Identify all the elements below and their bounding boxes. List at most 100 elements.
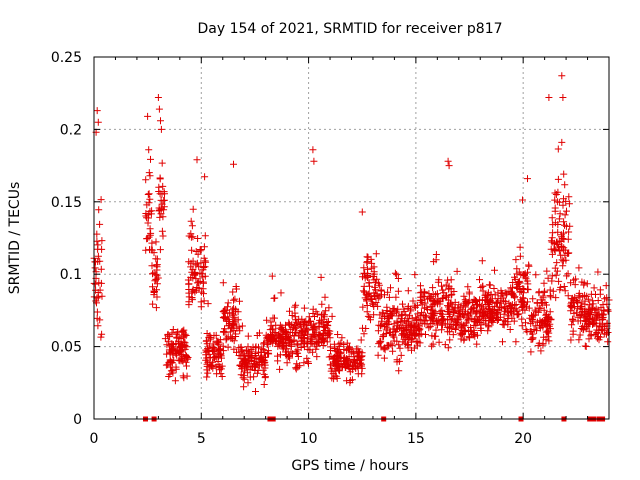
data-point xyxy=(283,359,291,367)
data-point xyxy=(97,265,105,273)
data-point xyxy=(367,255,375,263)
data-point xyxy=(193,259,201,267)
data-point xyxy=(197,303,205,311)
data-point xyxy=(420,316,428,324)
data-point xyxy=(244,379,252,387)
data-point xyxy=(94,258,102,265)
data-point xyxy=(355,352,363,360)
data-point xyxy=(572,297,580,304)
data-point xyxy=(309,348,317,356)
data-point xyxy=(183,353,191,360)
data-point xyxy=(363,253,371,261)
data-point xyxy=(146,172,154,180)
data-point-peak xyxy=(155,105,163,113)
data-point xyxy=(512,256,520,264)
data-point xyxy=(262,331,270,339)
data-point xyxy=(473,340,481,348)
data-point xyxy=(220,314,228,322)
data-point xyxy=(363,308,371,316)
data-point xyxy=(196,246,204,253)
data-point xyxy=(565,228,573,236)
data-point xyxy=(494,307,502,315)
data-point xyxy=(95,206,103,214)
data-point xyxy=(207,361,215,369)
data-point xyxy=(470,322,478,330)
data-point xyxy=(93,308,101,316)
data-point xyxy=(464,283,472,291)
data-point xyxy=(585,310,592,318)
y-tick-label: 0.2 xyxy=(60,122,82,138)
data-point xyxy=(422,331,429,338)
data-point xyxy=(604,338,612,346)
data-point-peak xyxy=(558,72,566,80)
data-point xyxy=(487,308,495,315)
data-point xyxy=(154,274,162,282)
data-point xyxy=(584,318,592,325)
data-point xyxy=(165,346,173,354)
data-point xyxy=(317,318,325,326)
data-point xyxy=(470,303,478,311)
data-point xyxy=(284,348,292,356)
data-point xyxy=(509,279,517,286)
data-point xyxy=(307,339,315,347)
data-point xyxy=(247,346,255,353)
data-point xyxy=(557,233,565,241)
data-point xyxy=(200,243,208,251)
data-point xyxy=(91,280,99,288)
data-point xyxy=(158,227,166,235)
data-point xyxy=(497,313,504,321)
data-point xyxy=(363,302,371,309)
data-point xyxy=(404,287,412,295)
data-point xyxy=(583,280,591,288)
data-point xyxy=(385,342,393,350)
data-point xyxy=(540,279,548,287)
data-point xyxy=(143,214,151,222)
data-point xyxy=(447,291,455,299)
data-point xyxy=(229,322,237,330)
data-point xyxy=(385,329,393,337)
data-point xyxy=(184,276,192,284)
data-point xyxy=(576,331,584,339)
data-point xyxy=(508,301,516,309)
data-point xyxy=(93,237,101,245)
data-point xyxy=(521,306,529,314)
data-point xyxy=(569,327,577,335)
data-point xyxy=(497,297,505,305)
data-point xyxy=(333,374,341,382)
data-point xyxy=(231,295,239,303)
data-point xyxy=(527,348,535,356)
data-point xyxy=(376,293,384,301)
data-point xyxy=(156,246,164,254)
data-point xyxy=(597,304,605,312)
data-point xyxy=(379,309,387,317)
data-point xyxy=(152,304,160,312)
data-point xyxy=(501,318,509,326)
data-point xyxy=(552,191,560,198)
data-point xyxy=(182,358,190,366)
data-point xyxy=(358,208,366,216)
data-point xyxy=(326,334,334,342)
data-point xyxy=(365,279,373,287)
data-point xyxy=(204,369,212,377)
data-point xyxy=(150,269,158,277)
data-point xyxy=(551,189,559,197)
data-point xyxy=(181,345,189,353)
data-point xyxy=(374,351,382,359)
data-point-peak xyxy=(524,175,531,183)
data-point xyxy=(252,388,259,395)
data-point xyxy=(328,365,336,373)
data-point xyxy=(292,364,300,372)
data-point xyxy=(559,262,567,270)
data-point xyxy=(400,307,408,315)
data-point xyxy=(372,278,379,286)
data-point xyxy=(502,298,510,306)
data-point xyxy=(543,301,550,309)
data-point xyxy=(290,336,298,344)
data-point xyxy=(568,295,576,303)
data-point xyxy=(417,293,425,301)
data-point xyxy=(552,271,560,279)
data-point xyxy=(242,347,250,355)
data-point xyxy=(310,340,318,348)
data-point xyxy=(188,287,196,295)
data-point xyxy=(221,306,229,314)
